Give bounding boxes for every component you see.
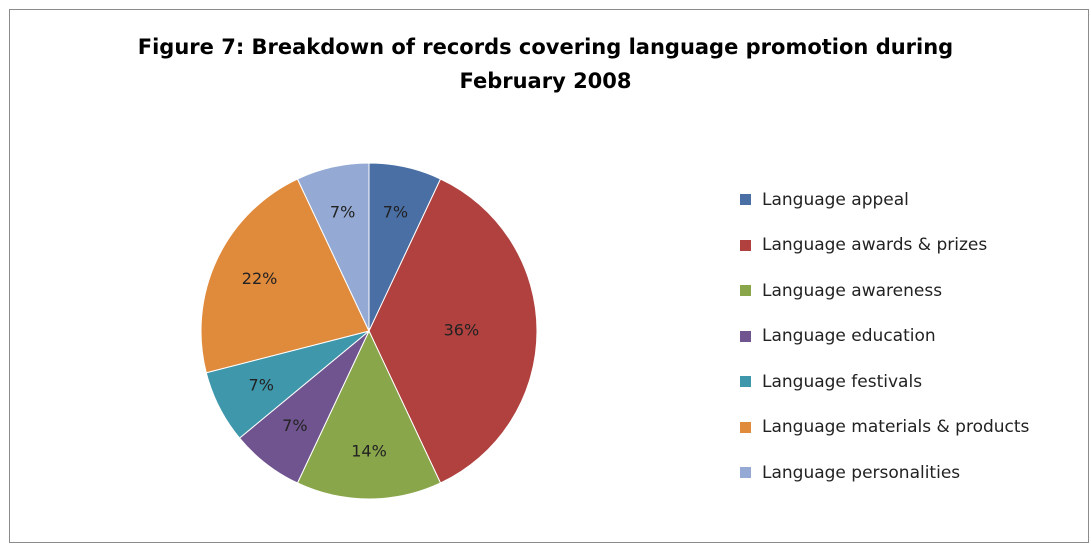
legend-item: Language festivals [740, 359, 1029, 405]
legend-swatch [740, 376, 751, 388]
legend-label: Language appeal [762, 189, 909, 210]
legend-item: Language education [740, 314, 1029, 360]
legend-swatch [740, 421, 751, 433]
legend: Language appeal Language awards & prizes L… [740, 177, 1029, 496]
legend-item: Language awards & prizes [740, 223, 1029, 269]
legend-label: Language awareness [762, 280, 943, 301]
legend-item: Language awareness [740, 268, 1029, 314]
legend-swatch [740, 285, 751, 297]
pie-slice-label-4: 7% [282, 416, 307, 435]
pie-slice-label-1: 7% [383, 202, 408, 221]
chart-title-line-1: Figure 7: Breakdown of records covering … [137, 35, 954, 59]
legend-swatch [740, 239, 751, 251]
legend-swatch [740, 194, 751, 206]
pie-slice-3 [296, 329, 442, 500]
legend-label: Language personalities [762, 462, 961, 483]
legend-swatch [740, 330, 751, 342]
pie-slice-label-6: 22% [242, 269, 278, 288]
pie-slice-7 [296, 162, 370, 332]
chart-title-line-2: February 2008 [459, 69, 632, 93]
legend-item: Language materials & products [740, 405, 1029, 451]
pie-slice-2 [368, 178, 538, 484]
legend-label: Language materials & products [762, 417, 1030, 438]
chart-title: Figure 7: Breakdown of records covering … [0, 30, 1091, 98]
pie-slice-label-3: 14% [351, 441, 387, 460]
legend-label: Language festivals [762, 371, 923, 392]
pie-slice-label-2: 36% [444, 321, 480, 340]
pie-slice-label-5: 7% [249, 375, 274, 394]
chart-frame [9, 9, 1089, 543]
pie-slice-6 [200, 178, 370, 374]
legend-swatch [740, 467, 751, 479]
pie-slice-label-7: 7% [330, 202, 355, 221]
legend-label: Language education [762, 326, 936, 347]
legend-label: Language awards & prizes [762, 235, 988, 256]
legend-item: Language appeal [740, 177, 1029, 223]
legend-item: Language personalities [740, 450, 1029, 496]
